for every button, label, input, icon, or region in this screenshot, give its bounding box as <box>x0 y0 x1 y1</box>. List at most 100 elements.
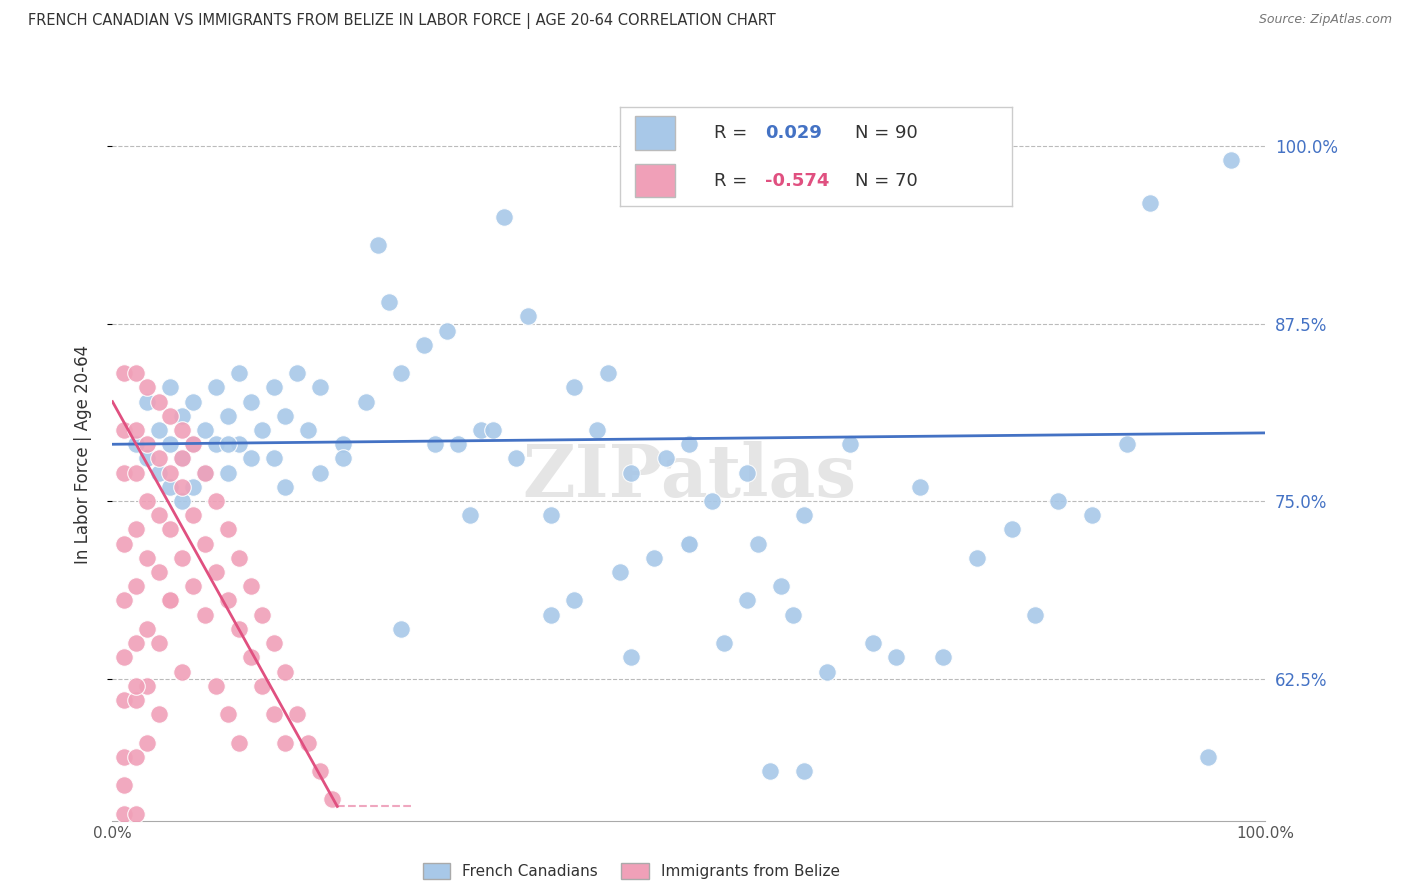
Point <box>770 579 793 593</box>
Point <box>228 622 250 636</box>
Point <box>700 494 723 508</box>
Point <box>148 423 170 437</box>
Point <box>886 650 908 665</box>
Point <box>252 679 274 693</box>
Point <box>194 466 217 480</box>
Point <box>124 636 146 650</box>
Point <box>112 749 135 764</box>
Point <box>239 394 262 409</box>
Point <box>1001 523 1024 537</box>
Point <box>516 310 538 324</box>
Point <box>793 508 815 523</box>
Point <box>367 238 389 252</box>
Point <box>136 550 159 565</box>
Point <box>148 466 170 480</box>
Point <box>447 437 470 451</box>
Point <box>494 210 516 224</box>
Point <box>274 665 297 679</box>
Point <box>205 380 228 394</box>
Point <box>285 707 308 722</box>
Point <box>782 607 804 622</box>
Point <box>181 394 204 409</box>
Point <box>181 579 204 593</box>
Point <box>389 622 412 636</box>
Text: ZIPatlas: ZIPatlas <box>522 442 856 512</box>
Point <box>159 437 181 451</box>
Point <box>124 423 146 437</box>
Point <box>136 622 159 636</box>
Point <box>412 338 434 352</box>
Text: FRENCH CANADIAN VS IMMIGRANTS FROM BELIZE IN LABOR FORCE | AGE 20-64 CORRELATION: FRENCH CANADIAN VS IMMIGRANTS FROM BELIZ… <box>28 13 776 29</box>
Point <box>735 466 758 480</box>
Point <box>713 636 735 650</box>
Point <box>136 380 159 394</box>
Point <box>309 380 332 394</box>
Point <box>148 451 170 466</box>
Point <box>1116 437 1139 451</box>
Point <box>1046 494 1069 508</box>
Point <box>159 480 181 494</box>
Point <box>228 550 250 565</box>
Point <box>609 565 631 579</box>
Point <box>170 480 193 494</box>
Point <box>181 508 204 523</box>
Point <box>1081 508 1104 523</box>
Point <box>309 466 332 480</box>
Point <box>170 494 193 508</box>
Point <box>217 523 239 537</box>
Point <box>458 508 481 523</box>
Point <box>136 437 159 451</box>
Point <box>263 380 285 394</box>
Point <box>505 451 527 466</box>
Point <box>239 451 262 466</box>
Point <box>112 693 135 707</box>
Point <box>136 451 159 466</box>
Point <box>585 423 607 437</box>
Point <box>678 437 700 451</box>
Point <box>112 650 135 665</box>
Point <box>228 735 250 749</box>
Point <box>217 593 239 607</box>
Point <box>136 735 159 749</box>
Point <box>562 380 585 394</box>
Point <box>482 423 505 437</box>
Point <box>194 466 217 480</box>
Point <box>931 650 953 665</box>
Point <box>228 366 250 380</box>
Point <box>181 437 204 451</box>
Point <box>966 550 988 565</box>
Point <box>239 650 262 665</box>
Point <box>124 679 146 693</box>
Point <box>194 423 217 437</box>
Point <box>620 466 643 480</box>
Point <box>124 806 146 821</box>
Point <box>170 665 193 679</box>
Point <box>735 593 758 607</box>
Point <box>389 366 412 380</box>
Point <box>124 523 146 537</box>
Point <box>274 409 297 423</box>
Point <box>655 451 678 466</box>
Y-axis label: In Labor Force | Age 20-64: In Labor Force | Age 20-64 <box>73 345 91 565</box>
Point <box>159 593 181 607</box>
Point <box>170 409 193 423</box>
Point <box>274 735 297 749</box>
Point <box>332 437 354 451</box>
Point <box>321 792 343 806</box>
Point <box>194 607 217 622</box>
Point <box>643 550 665 565</box>
Point <box>170 451 193 466</box>
Point <box>758 764 780 778</box>
Point <box>228 437 250 451</box>
Point <box>263 451 285 466</box>
Point <box>378 295 401 310</box>
Point <box>747 537 769 551</box>
Point <box>217 707 239 722</box>
Point <box>285 366 308 380</box>
Point <box>540 607 562 622</box>
Point <box>678 537 700 551</box>
Point <box>1219 153 1241 168</box>
Point <box>436 324 458 338</box>
Point <box>112 537 135 551</box>
Point <box>562 593 585 607</box>
